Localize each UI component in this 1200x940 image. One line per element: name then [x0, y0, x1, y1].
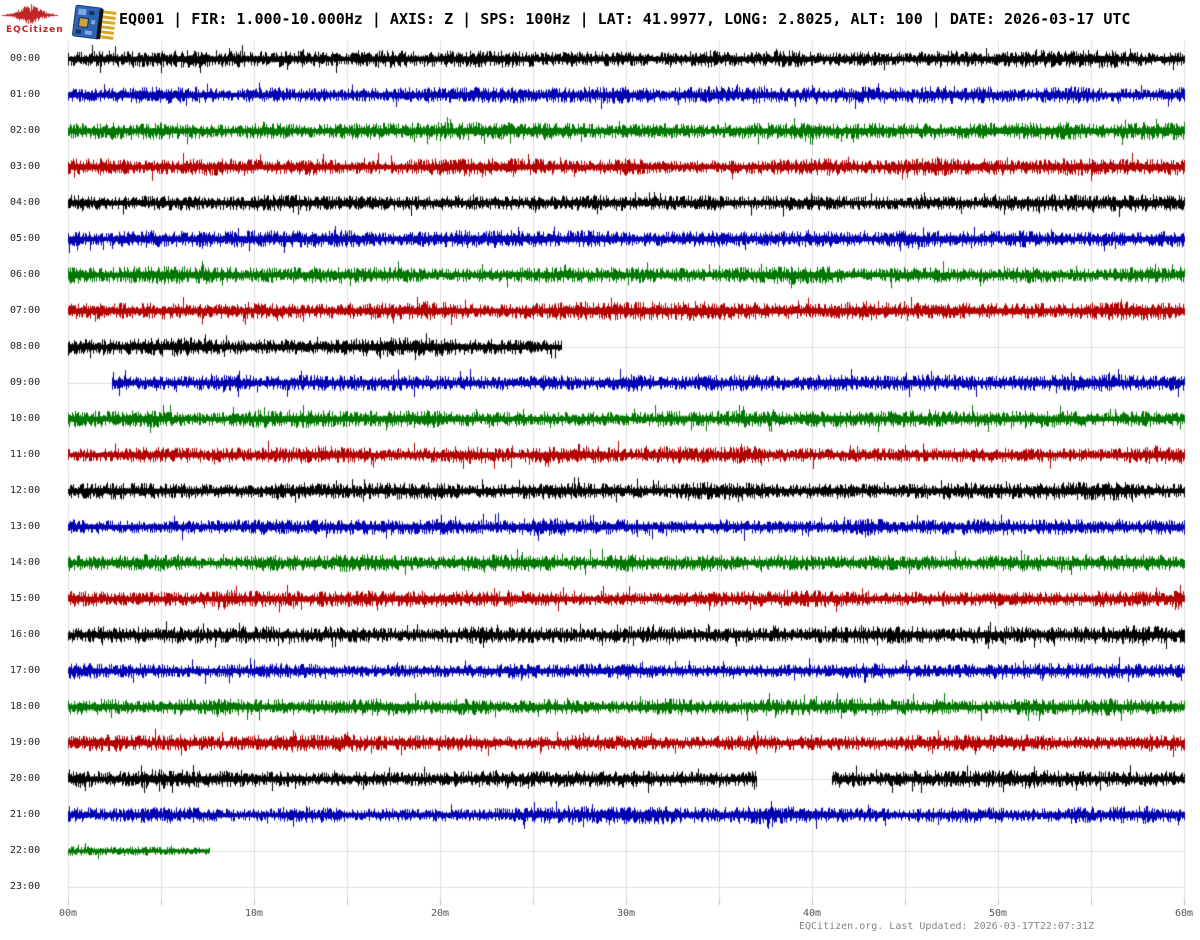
hour-label-1700: 17:00 [10, 665, 41, 676]
hour-label-1200: 12:00 [10, 485, 41, 496]
hour-label-1600: 16:00 [10, 629, 41, 640]
station-header-title: EQ001 | FIR: 1.000-10.000Hz | AXIS: Z | … [119, 10, 1131, 28]
hour-label-0600: 06:00 [10, 269, 41, 280]
x-axis-label-60m: 60m [1174, 908, 1194, 919]
hour-label-0300: 03:00 [10, 161, 41, 172]
hour-label-1900: 19:00 [10, 737, 41, 748]
hour-label-0000: 00:00 [10, 53, 41, 64]
x-axis-label-40m: 40m [802, 908, 822, 919]
x-axis-label-10m: 10m [244, 908, 264, 919]
hour-label-0200: 02:00 [10, 125, 41, 136]
x-axis-label-30m: 30m [616, 908, 636, 919]
hour-label-0800: 08:00 [10, 341, 41, 352]
hour-label-0500: 05:00 [10, 233, 41, 244]
hour-label-1100: 11:00 [10, 449, 41, 460]
logo-text: EQCitizen [6, 25, 64, 35]
hour-label-0700: 07:00 [10, 305, 41, 316]
x-axis-label-50m: 50m [988, 908, 1008, 919]
hour-label-2100: 21:00 [10, 809, 41, 820]
hour-label-0400: 04:00 [10, 197, 41, 208]
hour-label-2300: 23:00 [10, 881, 41, 892]
footer-credit: EQCitizen.org. Last Updated: 2026-03-17T… [799, 921, 1095, 932]
hour-label-0900: 09:00 [10, 377, 41, 388]
sensor-board-icon [72, 4, 117, 40]
hour-label-1300: 13:00 [10, 521, 41, 532]
x-axis-label-20m: 20m [430, 908, 450, 919]
hour-label-2200: 22:00 [10, 845, 41, 856]
hour-label-1400: 14:00 [10, 557, 41, 568]
hour-label-2000: 20:00 [10, 773, 41, 784]
x-axis-label-00m: 00m [58, 908, 78, 919]
hour-label-1800: 18:00 [10, 701, 41, 712]
hour-label-1000: 10:00 [10, 413, 41, 424]
hour-label-1500: 15:00 [10, 593, 41, 604]
hour-label-0100: 01:00 [10, 89, 41, 100]
